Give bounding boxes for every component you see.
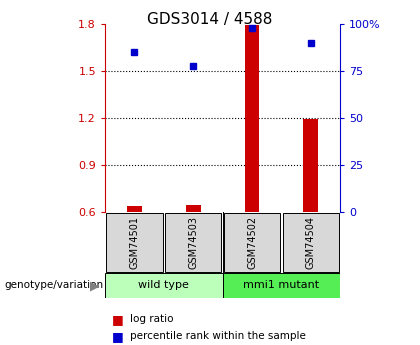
Bar [106,213,163,272]
Text: wild type: wild type [138,280,189,290]
Text: GSM74504: GSM74504 [306,216,316,269]
Text: ▶: ▶ [90,279,99,292]
Text: GSM74501: GSM74501 [129,216,139,269]
Text: GSM74502: GSM74502 [247,216,257,269]
Text: ■: ■ [112,330,123,343]
Text: log ratio: log ratio [130,314,174,324]
Text: genotype/variation: genotype/variation [4,280,103,290]
Text: ■: ■ [112,313,123,326]
Bar [304,119,318,212]
Text: percentile rank within the sample: percentile rank within the sample [130,332,306,341]
Bar [105,273,223,298]
Text: GDS3014 / 4588: GDS3014 / 4588 [147,12,273,27]
Bar [223,273,340,298]
Bar [165,213,221,272]
Text: mmi1 mutant: mmi1 mutant [243,280,320,290]
Bar [186,205,201,212]
Bar [127,206,142,212]
Text: GSM74503: GSM74503 [188,216,198,269]
Bar [224,213,280,272]
Bar [283,213,339,272]
Bar [245,25,260,212]
